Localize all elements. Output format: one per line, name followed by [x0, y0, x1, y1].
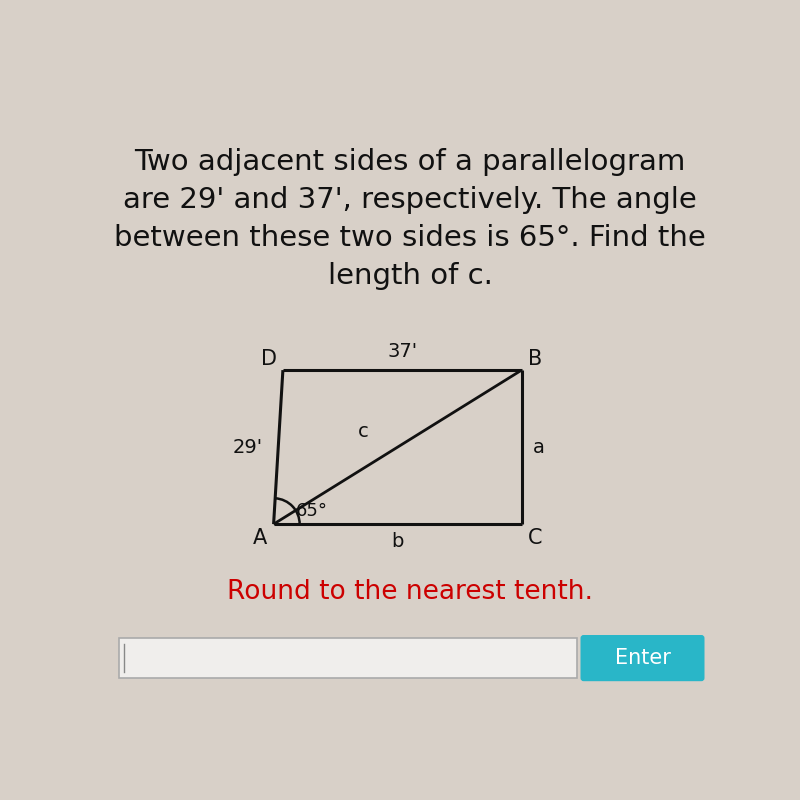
Text: D: D [262, 349, 278, 369]
Text: A: A [253, 528, 267, 548]
Text: 29': 29' [232, 438, 262, 457]
Text: 65°: 65° [296, 502, 328, 519]
Text: a: a [533, 438, 545, 457]
FancyBboxPatch shape [581, 635, 705, 682]
Text: C: C [528, 528, 542, 548]
Text: Enter: Enter [614, 648, 670, 668]
FancyBboxPatch shape [118, 638, 578, 678]
Text: B: B [528, 349, 542, 369]
Text: b: b [391, 532, 404, 551]
Text: Round to the nearest tenth.: Round to the nearest tenth. [227, 579, 593, 605]
Text: 37': 37' [387, 342, 418, 361]
Text: c: c [358, 422, 369, 442]
Text: Two adjacent sides of a parallelogram
are 29' and 37', respectively. The angle
b: Two adjacent sides of a parallelogram ar… [114, 148, 706, 290]
